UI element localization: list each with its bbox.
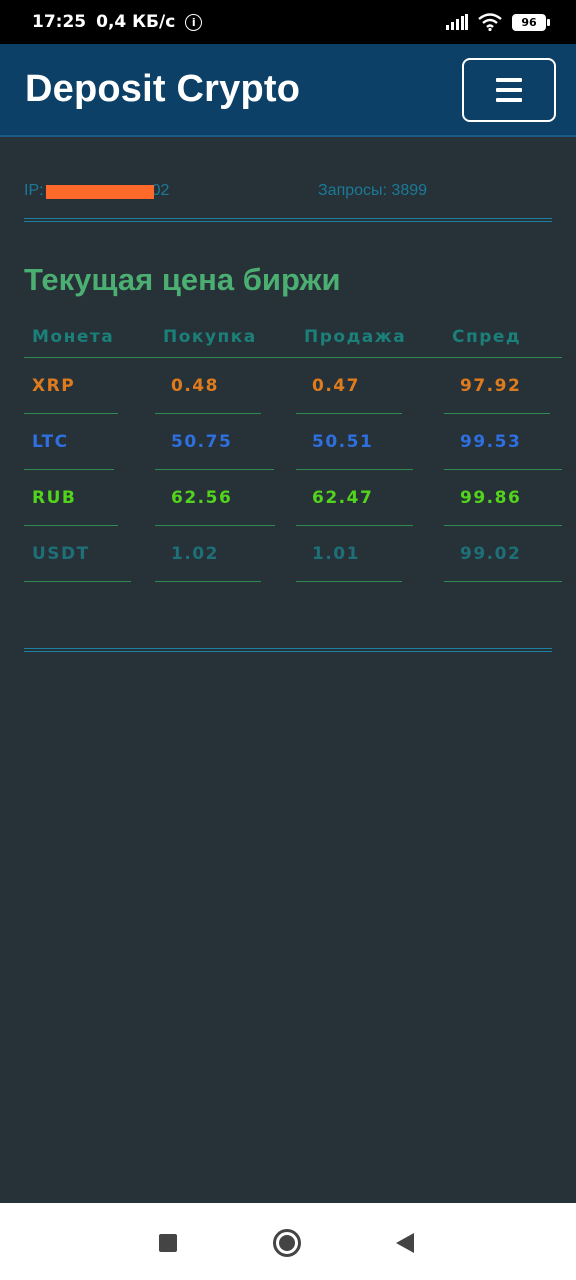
triangle-back-icon[interactable]: [396, 1233, 414, 1253]
status-bar: 17:25 0,4 КБ/с i 96: [0, 0, 576, 44]
battery-icon: 96: [512, 14, 546, 31]
buy-cell: 0.48: [155, 358, 261, 414]
spread-cell: 99.86: [444, 470, 562, 526]
app-title: Deposit Crypto: [25, 68, 300, 111]
coin-cell: LTC: [24, 414, 114, 470]
info-icon: i: [185, 14, 202, 31]
table-row: LTC 50.75 50.51 99.53: [24, 414, 564, 470]
spread-cell: 99.53: [444, 414, 562, 470]
coin-cell: USDT: [24, 526, 131, 582]
column-header-spread: Спред: [444, 316, 562, 358]
spread-cell: 99.02: [444, 526, 562, 582]
column-header-buy: Покупка: [155, 316, 285, 358]
status-time: 17:25: [32, 12, 86, 32]
sell-cell: 1.01: [296, 526, 402, 582]
buy-cell: 62.56: [155, 470, 275, 526]
app-header: Deposit Crypto: [0, 44, 576, 137]
buy-cell: 1.02: [155, 526, 261, 582]
coin-cell: RUB: [24, 470, 118, 526]
ip-redaction: [46, 185, 154, 199]
spread-cell: 97.92: [444, 358, 550, 414]
sell-cell: 0.47: [296, 358, 402, 414]
info-row: IP: 02 Запросы: 3899: [24, 180, 552, 206]
column-header-coin: Монета: [24, 316, 134, 358]
column-header-sell: Продажа: [296, 316, 426, 358]
menu-button[interactable]: [462, 58, 556, 122]
hamburger-icon: [496, 78, 522, 102]
square-icon[interactable]: [159, 1234, 177, 1252]
status-speed: 0,4 КБ/с: [96, 12, 175, 32]
divider-bottom: [24, 648, 552, 652]
table-header: Монета Покупка Продажа Спред: [24, 316, 564, 358]
divider-top: [24, 218, 552, 222]
navigation-bar: [0, 1203, 576, 1280]
buy-cell: 50.75: [155, 414, 274, 470]
requests-count: Запросы: 3899: [318, 182, 427, 200]
status-right: 96: [446, 13, 546, 31]
wifi-icon: [478, 13, 502, 31]
table-row: RUB 62.56 62.47 99.86: [24, 470, 564, 526]
circle-icon[interactable]: [273, 1229, 301, 1257]
price-table: Монета Покупка Продажа Спред XRP 0.48 0.…: [24, 316, 564, 582]
sell-cell: 62.47: [296, 470, 413, 526]
coin-cell: XRP: [24, 358, 118, 414]
signal-icon: [446, 14, 468, 30]
table-row: USDT 1.02 1.01 99.02: [24, 526, 564, 582]
section-title: Текущая цена биржи: [24, 262, 341, 298]
table-row: XRP 0.48 0.47 97.92: [24, 358, 564, 414]
sell-cell: 50.51: [296, 414, 413, 470]
status-left: 17:25 0,4 КБ/с i: [32, 12, 202, 32]
